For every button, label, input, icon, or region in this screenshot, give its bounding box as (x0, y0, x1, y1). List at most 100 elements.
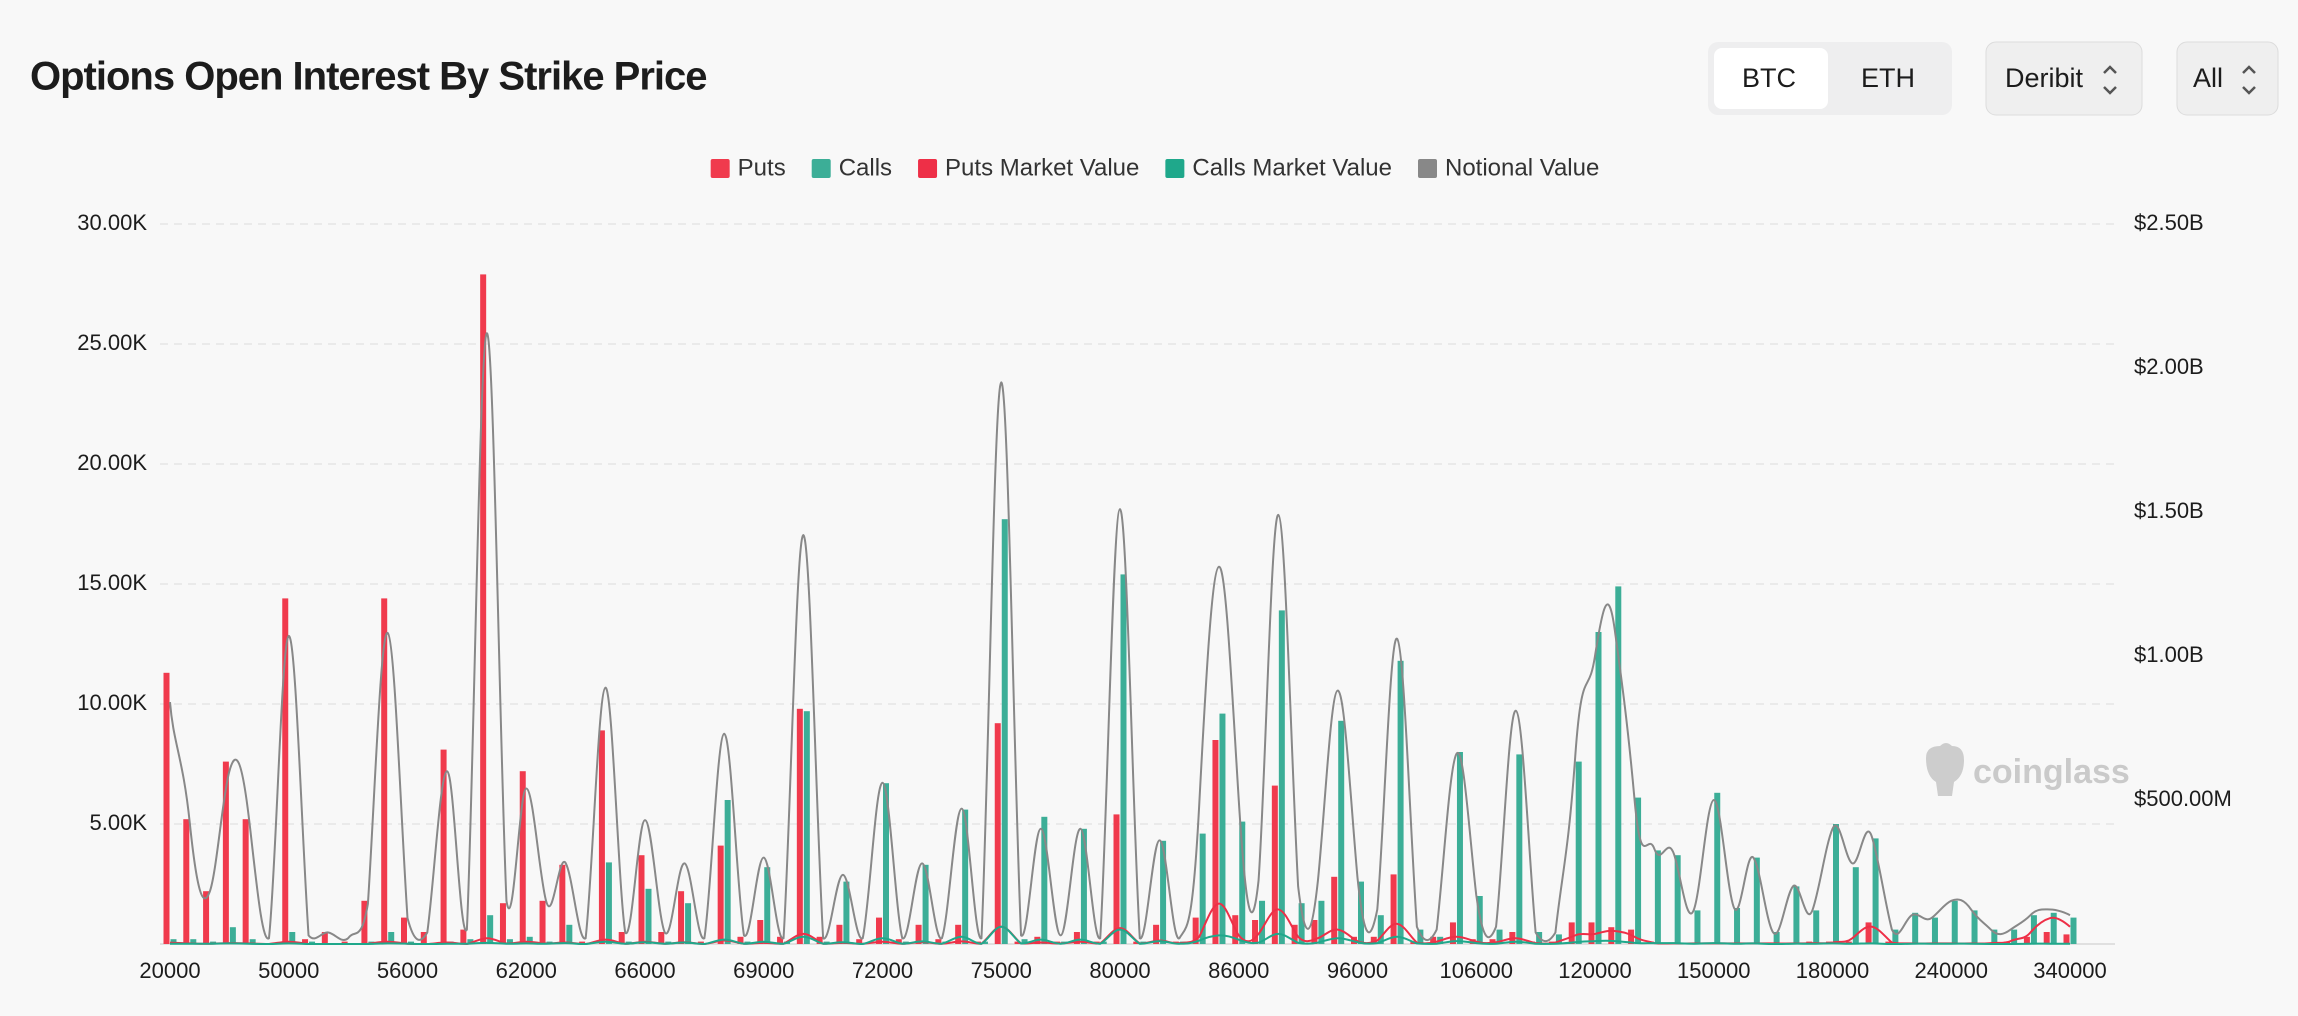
bar (1833, 824, 1839, 944)
y-tick-label: 25.00K (77, 330, 147, 355)
bar (1113, 814, 1120, 944)
x-tick-label: 56000 (377, 958, 438, 983)
bar (1014, 941, 1021, 944)
bar (170, 939, 177, 944)
y2-tick-label: $2.00B (2134, 354, 2204, 379)
y-tick-label: 5.00K (90, 810, 148, 835)
bar (605, 862, 612, 944)
x-tick-label: 120000 (1558, 958, 1631, 983)
x-tick-label: 86000 (1208, 958, 1269, 983)
expiry-label[interactable]: All (2193, 63, 2223, 93)
bar (883, 783, 889, 944)
bar (499, 903, 506, 944)
bar (1278, 610, 1285, 944)
bar (724, 800, 731, 944)
expiry-select[interactable] (2176, 41, 2279, 116)
bar (1397, 660, 1404, 944)
bar (803, 711, 810, 944)
bar (289, 932, 296, 944)
bar (242, 819, 249, 944)
bar (1734, 908, 1741, 944)
bar (1595, 632, 1602, 944)
bar (1773, 932, 1780, 944)
bar (1872, 838, 1879, 944)
watermark-logo (1926, 743, 1964, 796)
x-tick-label: 150000 (1677, 958, 1750, 983)
bar (1496, 929, 1503, 944)
legend-item[interactable]: Calls Market Value (1165, 154, 1392, 181)
bar (856, 939, 863, 944)
bar (1714, 792, 1721, 944)
coin-button[interactable]: ETH (1861, 63, 1915, 93)
exchange-select[interactable] (1985, 41, 2143, 116)
legend-label: Notional Value (1445, 154, 1599, 181)
watermark-text: coinglass (1973, 753, 2130, 791)
bar (2050, 912, 2057, 944)
bar (1001, 519, 1008, 944)
bar (1358, 881, 1364, 944)
bar (1885, 941, 1892, 944)
bar (460, 929, 467, 944)
bar (467, 939, 474, 944)
bar (1239, 821, 1246, 944)
bar (506, 939, 513, 944)
x-tick-label: 20000 (139, 958, 200, 983)
bar (309, 941, 316, 944)
bar (757, 920, 764, 944)
series-line (170, 925, 2070, 946)
y2-tick-label: $1.00B (2134, 642, 2204, 667)
legend-swatch (1165, 159, 1185, 178)
bar (1377, 915, 1384, 944)
x-tick-label: 96000 (1327, 958, 1388, 983)
legend-item[interactable]: Calls (811, 154, 892, 181)
series-line (169, 332, 2071, 943)
bar (559, 864, 566, 944)
bar (955, 924, 962, 944)
select-chevron (2103, 65, 2117, 95)
watermark: coinglass (1926, 743, 2130, 796)
bar (1291, 924, 1298, 944)
bar (1951, 900, 1958, 944)
bar (2043, 932, 2050, 944)
legend-label: Puts (738, 154, 786, 181)
bar (579, 941, 586, 944)
bar (183, 819, 190, 944)
bar (526, 936, 533, 944)
bar (1133, 941, 1140, 944)
bar (1338, 720, 1345, 944)
bar (598, 730, 605, 944)
bar (1390, 874, 1397, 944)
bar (1674, 855, 1681, 944)
bar (717, 845, 724, 944)
bar (539, 900, 546, 944)
legend-item[interactable]: Puts Market Value (918, 154, 1139, 181)
bar (935, 939, 942, 944)
exchange-label[interactable]: Deribit (2005, 63, 2084, 93)
bar (163, 672, 170, 944)
legend-item[interactable]: Notional Value (1418, 154, 1599, 181)
bar (1694, 910, 1701, 944)
coin-button[interactable]: BTC (1742, 63, 1796, 93)
bar (994, 723, 1001, 944)
bar (1212, 740, 1219, 944)
coin-selected[interactable] (1714, 48, 1828, 109)
bar (1615, 586, 1622, 944)
bar (1991, 929, 1998, 944)
bar (658, 932, 665, 944)
legend-item[interactable]: Puts (710, 154, 786, 181)
bar (1449, 922, 1456, 944)
legend-swatch (811, 159, 831, 178)
bar (1271, 785, 1278, 944)
y2-tick-label: $1.50B (2134, 498, 2204, 523)
bar (1080, 828, 1087, 944)
bar (1635, 797, 1642, 944)
bar (764, 867, 771, 944)
bar (645, 888, 652, 944)
legend: Puts Calls Puts Market Value Calls Market V… (710, 154, 1599, 181)
bar (962, 809, 969, 944)
bar (1021, 939, 1028, 944)
x-tick-label: 106000 (1440, 958, 1513, 983)
bar (341, 941, 348, 944)
